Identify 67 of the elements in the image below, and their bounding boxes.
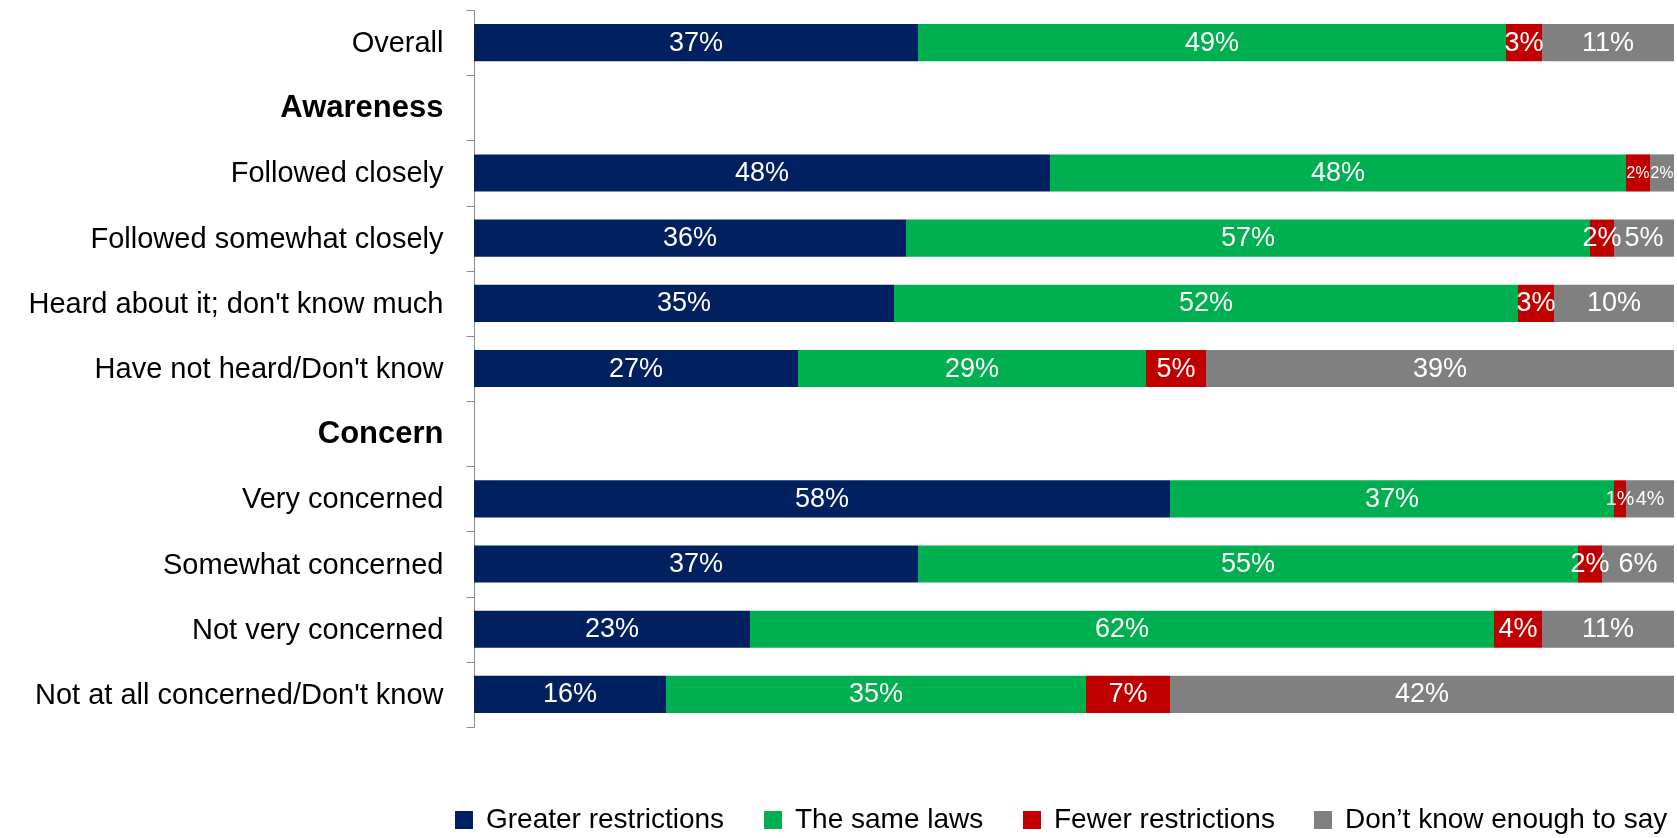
data-label: 2%	[1650, 163, 1674, 181]
y-tick-label: Concern	[317, 415, 444, 451]
y-tick-label: Not very concerned	[192, 612, 444, 645]
bar	[1170, 675, 1674, 713]
data-label: 62%	[1094, 613, 1150, 644]
y-tick-label: Heard about it; don't know much	[28, 286, 444, 319]
data-label: 5%	[1624, 222, 1664, 253]
data-label: 48%	[1310, 156, 1366, 187]
bar	[474, 284, 894, 322]
data-label: 7%	[1108, 678, 1148, 709]
bar	[474, 480, 1170, 518]
data-label: 58%	[794, 482, 850, 513]
y-tick-label: Somewhat concerned	[163, 547, 444, 580]
bar	[666, 675, 1086, 713]
bar	[474, 545, 918, 583]
data-label: 57%	[1220, 222, 1276, 253]
y-tick-label: Followed closely	[230, 156, 444, 189]
bar	[750, 610, 1494, 648]
y-tick-label: Awareness	[280, 89, 444, 125]
data-label: 23%	[584, 613, 640, 644]
data-label: 11%	[1581, 26, 1635, 57]
data-label: 1%	[1605, 486, 1635, 509]
legend-label: Fewer restrictions	[1054, 803, 1275, 834]
bar	[1542, 610, 1674, 648]
bar	[1542, 24, 1674, 62]
data-label: 29%	[944, 352, 1000, 383]
data-label: 48%	[734, 156, 790, 187]
data-label: 35%	[848, 678, 904, 709]
y-tick-label: Very concerned	[241, 482, 444, 515]
data-label: 36%	[662, 222, 718, 253]
y-tick-label: Have not heard/Don't know	[94, 352, 445, 384]
y-tick-label: Not at all concerned/Don't know	[34, 677, 445, 710]
data-label: 37%	[668, 26, 724, 57]
data-label: 37%	[1364, 482, 1420, 513]
data-label: 35%	[656, 287, 712, 318]
bar	[474, 219, 906, 257]
bar	[918, 24, 1506, 62]
bar	[474, 349, 798, 388]
bar	[894, 284, 1518, 322]
bar	[474, 24, 918, 62]
legend-label: Don’t know enough to say	[1345, 803, 1668, 834]
bar	[798, 349, 1146, 388]
data-label: 55%	[1220, 548, 1276, 579]
data-label: 6%	[1618, 548, 1658, 579]
bar	[1086, 675, 1170, 713]
data-label: 4%	[1498, 613, 1538, 644]
data-label: 39%	[1412, 352, 1468, 383]
bar	[1206, 349, 1674, 388]
data-label: 4%	[1635, 486, 1665, 509]
bar	[474, 154, 1050, 192]
bar	[1050, 154, 1626, 192]
data-label: 37%	[668, 548, 724, 579]
legend-label: Greater restrictions	[486, 803, 725, 834]
y-tick-label: Followed somewhat closely	[90, 221, 444, 254]
bar	[474, 610, 750, 648]
data-label: 2%	[1626, 163, 1650, 181]
data-label: 11%	[1581, 613, 1635, 644]
legend-label: The same laws	[795, 803, 984, 834]
data-label: 27%	[608, 352, 664, 383]
data-label: 52%	[1178, 287, 1234, 318]
data-label: 5%	[1156, 352, 1196, 383]
data-label: 49%	[1184, 26, 1240, 57]
data-label: 10%	[1586, 287, 1642, 318]
data-label: 42%	[1394, 678, 1450, 709]
y-tick-label: Overall	[351, 26, 444, 59]
bar	[474, 675, 666, 713]
data-label: 16%	[542, 678, 598, 709]
